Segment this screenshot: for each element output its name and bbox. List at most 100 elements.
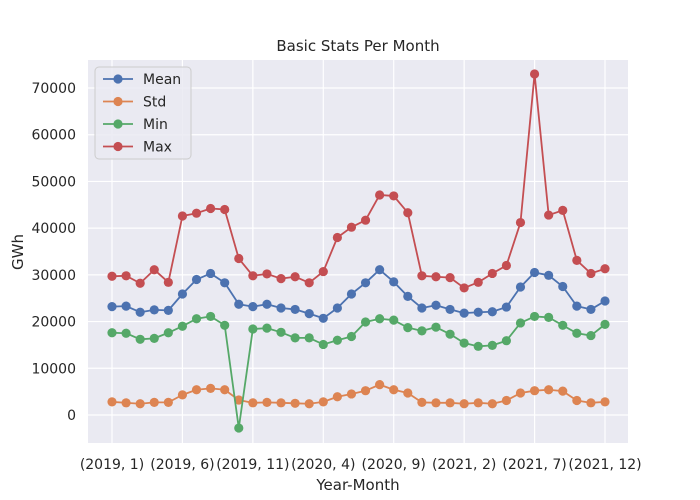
data-point-min xyxy=(473,341,483,351)
data-point-mean xyxy=(346,289,357,299)
data-point-min xyxy=(586,330,596,341)
data-point-min xyxy=(304,333,314,343)
data-point-std xyxy=(135,399,145,409)
legend-box xyxy=(94,66,192,160)
legend-label-max: Max xyxy=(143,140,172,156)
data-point-min xyxy=(558,320,568,330)
data-point-max xyxy=(220,204,230,215)
data-point-mean xyxy=(262,299,272,309)
data-point-min xyxy=(403,323,413,333)
data-point-max xyxy=(135,278,145,288)
legend-swatch-marker-std xyxy=(113,96,123,107)
data-point-mean xyxy=(487,307,497,317)
data-point-std xyxy=(234,395,244,405)
data-point-min xyxy=(360,317,371,327)
data-point-max xyxy=(290,272,300,282)
y-tick-label: 70000 xyxy=(31,81,76,97)
y-tick-label: 10000 xyxy=(31,361,76,377)
data-point-min xyxy=(276,327,286,337)
data-point-max xyxy=(417,271,427,281)
data-point-max xyxy=(318,266,328,277)
data-point-min xyxy=(290,333,300,343)
y-tick-label: 60000 xyxy=(31,128,76,144)
data-point-mean xyxy=(149,305,159,315)
data-point-std xyxy=(375,380,385,390)
x-tick-label: (2019, 11) xyxy=(216,457,289,473)
data-point-min xyxy=(163,328,173,338)
data-point-mean xyxy=(206,268,216,279)
data-point-min xyxy=(544,312,554,322)
data-point-max xyxy=(304,278,314,288)
data-point-min xyxy=(121,328,131,338)
data-point-max xyxy=(177,211,188,221)
data-point-min xyxy=(487,340,497,350)
data-point-max xyxy=(149,265,159,275)
data-point-std xyxy=(206,383,216,393)
data-point-max xyxy=(403,208,413,218)
data-point-min xyxy=(600,319,610,329)
data-point-max xyxy=(360,215,371,225)
data-point-std xyxy=(149,397,159,407)
data-point-min xyxy=(248,324,258,334)
series-min xyxy=(107,311,610,433)
data-point-min xyxy=(149,333,159,343)
data-point-min xyxy=(332,335,342,345)
data-point-mean xyxy=(529,267,540,278)
data-point-min xyxy=(206,311,216,322)
data-point-max xyxy=(501,260,511,271)
data-point-std xyxy=(163,397,173,407)
data-point-mean xyxy=(431,300,441,310)
y-axis-label: GWh xyxy=(9,234,27,270)
data-point-mean xyxy=(375,265,385,275)
data-point-min xyxy=(346,331,357,342)
data-point-mean xyxy=(276,303,286,313)
x-tick-label: (2021, 7) xyxy=(502,457,566,473)
data-point-max xyxy=(375,190,385,200)
data-point-max xyxy=(445,273,455,283)
data-point-std xyxy=(459,399,469,409)
data-point-max xyxy=(163,277,173,287)
data-point-mean xyxy=(107,302,117,312)
data-point-mean xyxy=(177,289,188,299)
data-point-mean xyxy=(304,309,314,319)
data-point-std xyxy=(600,397,610,407)
series-max xyxy=(107,69,610,293)
data-point-max xyxy=(107,271,117,281)
data-point-min xyxy=(515,318,526,328)
data-point-min xyxy=(572,328,582,338)
grid-lines xyxy=(88,60,628,443)
data-point-std xyxy=(248,398,258,408)
legend-label-min: Min xyxy=(143,117,168,133)
x-tick-label: (2019, 6) xyxy=(150,457,214,473)
data-point-min xyxy=(262,323,272,333)
legend: Mean Std Min Max xyxy=(94,66,192,160)
data-point-mean xyxy=(403,291,413,301)
data-point-mean xyxy=(572,301,582,311)
data-point-std xyxy=(529,386,540,396)
data-point-mean xyxy=(290,304,300,315)
data-point-min xyxy=(135,334,145,344)
data-point-min xyxy=(220,320,230,330)
data-point-std xyxy=(403,388,413,398)
data-point-max xyxy=(473,277,483,287)
data-point-min xyxy=(375,314,385,324)
data-point-min xyxy=(389,315,399,325)
legend-swatch-marker-min xyxy=(113,119,123,129)
data-point-std xyxy=(332,392,342,402)
data-point-max xyxy=(487,268,497,279)
data-point-min xyxy=(234,423,244,433)
legend-label-std: Std xyxy=(143,95,166,111)
data-point-max xyxy=(346,222,357,232)
data-point-std xyxy=(558,386,568,396)
data-point-std xyxy=(445,398,455,408)
data-point-std xyxy=(572,395,582,406)
data-point-mean xyxy=(586,304,596,315)
data-point-max xyxy=(276,273,286,284)
data-point-min xyxy=(459,338,469,348)
data-point-std xyxy=(544,385,554,395)
series-mean xyxy=(107,265,610,323)
data-point-std xyxy=(501,395,511,406)
data-point-max xyxy=(248,271,258,281)
data-point-std xyxy=(220,385,230,395)
y-tick-label: 20000 xyxy=(31,315,76,331)
